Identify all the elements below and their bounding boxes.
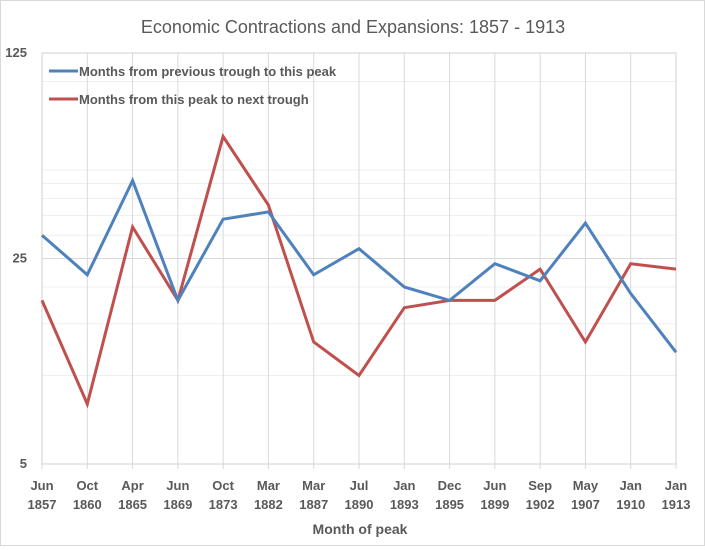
x-tick-label-year: 1887 xyxy=(299,497,328,512)
x-tick-label-year: 1910 xyxy=(616,497,645,512)
x-tick-label-month: Jan xyxy=(393,478,415,493)
x-tick-label-month: Jun xyxy=(483,478,506,493)
x-tick-label-month: Apr xyxy=(121,478,143,493)
x-tick-label-year: 1895 xyxy=(435,497,464,512)
legend-label-0: Months from previous trough to this peak xyxy=(79,64,337,79)
x-tick-label-month: Oct xyxy=(76,478,98,493)
x-tick-label-month: May xyxy=(573,478,599,493)
x-tick-label-month: Dec xyxy=(438,478,462,493)
x-tick-label-year: 1873 xyxy=(209,497,238,512)
gridlines xyxy=(42,53,676,469)
x-tick-label-month: Mar xyxy=(302,478,325,493)
x-tick-label-year: 1865 xyxy=(118,497,147,512)
x-tick-label-year: 1857 xyxy=(28,497,57,512)
x-tick-label-month: Mar xyxy=(257,478,280,493)
x-tick-label-year: 1893 xyxy=(390,497,419,512)
legend: Months from previous trough to this peak… xyxy=(49,64,337,107)
x-tick-label-month: Jan xyxy=(620,478,642,493)
x-tick-label-month: Sep xyxy=(528,478,552,493)
x-tick-label-year: 1860 xyxy=(73,497,102,512)
x-tick-label-year: 1913 xyxy=(662,497,691,512)
x-tick-label-month: Oct xyxy=(212,478,234,493)
y-tick-label: 5 xyxy=(20,456,27,471)
x-tick-label-year: 1899 xyxy=(480,497,509,512)
x-axis-tick-labels: Jun 1857 Oct 1860 Apr 1865 Jun 1869 Oct 1873 Mar 18… xyxy=(28,478,691,512)
x-tick-label-month: Jul xyxy=(350,478,369,493)
x-tick-label-month: Jun xyxy=(30,478,53,493)
x-tick-label-year: 1907 xyxy=(571,497,600,512)
y-tick-label: 25 xyxy=(13,251,27,266)
x-tick-label-year: 1882 xyxy=(254,497,283,512)
x-axis-title: Month of peak xyxy=(313,521,408,537)
x-tick-label-month: Jun xyxy=(166,478,189,493)
legend-label-1: Months from this peak to next trough xyxy=(79,92,309,107)
x-tick-label-year: 1869 xyxy=(163,497,192,512)
chart-title: Economic Contractions and Expansions: 18… xyxy=(141,17,565,37)
y-tick-label: 125 xyxy=(5,45,27,60)
x-tick-label-year: 1902 xyxy=(526,497,555,512)
x-tick-label-month: Jan xyxy=(665,478,687,493)
y-axis-tick-labels: 5 25 125 xyxy=(5,45,27,471)
x-tick-label-year: 1890 xyxy=(345,497,374,512)
